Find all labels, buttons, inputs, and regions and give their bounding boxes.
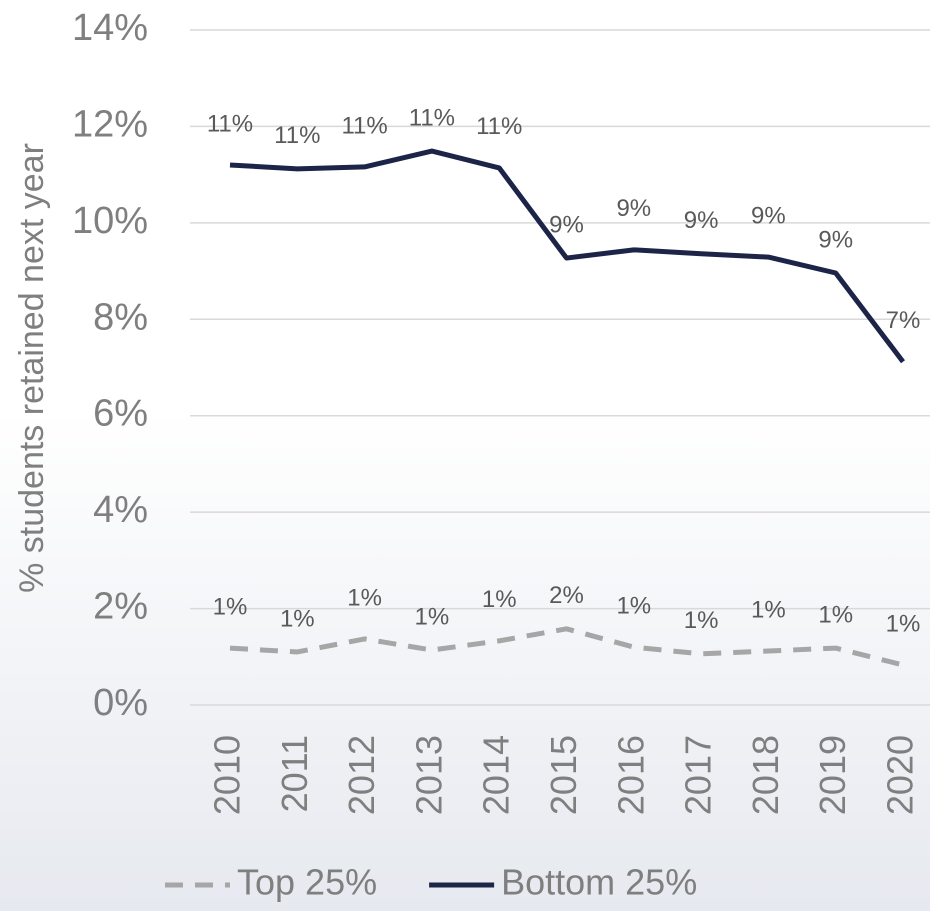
y-tick-label: 14% — [72, 7, 148, 49]
data-label: 11% — [476, 113, 522, 140]
data-label: 9% — [549, 211, 584, 238]
legend-label: Bottom 25% — [501, 862, 697, 903]
data-label: 9% — [616, 195, 651, 222]
x-tick-label: 2016 — [610, 735, 651, 815]
series-line — [229, 148, 905, 364]
data-label: 1% — [347, 584, 382, 611]
y-tick-label: 4% — [93, 489, 148, 531]
data-label: 1% — [684, 607, 719, 634]
data-label: 11% — [207, 110, 253, 137]
data-label: 1% — [751, 596, 786, 623]
data-label: 11% — [274, 122, 320, 149]
data-label: 1% — [280, 605, 315, 632]
data-label: 11% — [409, 104, 455, 131]
data-label: 9% — [818, 226, 853, 253]
data-label: 1% — [482, 586, 517, 613]
series-line — [229, 626, 904, 668]
data-label: 2% — [549, 582, 584, 609]
y-tick-label: 2% — [93, 586, 148, 628]
x-tick-label: 2017 — [678, 735, 719, 815]
x-tick-label: 2010 — [207, 735, 248, 815]
y-tick-label: 12% — [72, 103, 148, 145]
y-axis-label: % students retained next year — [13, 143, 51, 593]
x-tick-label: 2014 — [476, 735, 517, 815]
y-tick-label: 10% — [72, 200, 148, 242]
x-tick-label: 2011 — [274, 735, 315, 812]
x-tick-label: 2013 — [408, 735, 449, 815]
x-tick-label: 2019 — [812, 735, 853, 815]
data-label: 7% — [886, 307, 921, 334]
x-tick-label: 2012 — [341, 735, 382, 815]
x-tick-label: 2020 — [880, 735, 921, 815]
data-label: 9% — [684, 207, 719, 234]
y-tick-label: 8% — [93, 296, 148, 338]
x-tick-label: 2015 — [543, 735, 584, 815]
legend-label: Top 25% — [237, 862, 377, 903]
data-label: 11% — [341, 112, 387, 139]
y-tick-label: 6% — [93, 393, 148, 435]
data-label: 1% — [886, 610, 921, 637]
data-label: 9% — [751, 202, 786, 229]
y-tick-label: 0% — [93, 682, 148, 724]
data-label: 1% — [213, 593, 248, 620]
data-label: 1% — [415, 603, 450, 630]
x-tick-label: 2018 — [745, 735, 786, 815]
data-label: 1% — [616, 592, 651, 619]
data-label: 1% — [818, 601, 853, 628]
